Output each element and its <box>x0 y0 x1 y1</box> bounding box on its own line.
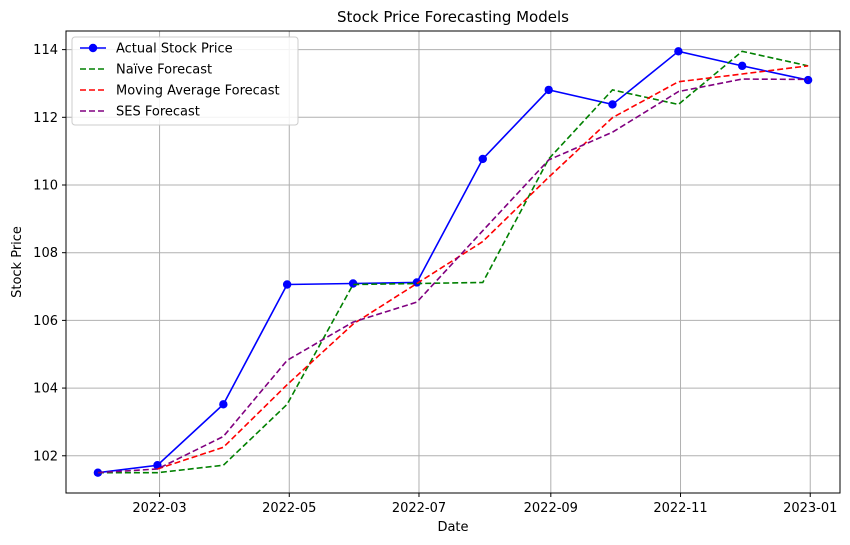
series-line-2 <box>97 50 809 474</box>
y-axis-title: Stock Price <box>10 226 25 298</box>
data-point <box>737 61 747 71</box>
series-line-3 <box>157 65 809 470</box>
data-point <box>282 280 292 289</box>
x-tick-label: 2022-07 <box>392 501 446 516</box>
legend-label-3: Moving Average Forecast <box>116 84 280 99</box>
grid <box>66 31 840 493</box>
x-tick-label: 2022-11 <box>653 501 707 516</box>
y-tick-label: 110 <box>33 179 58 194</box>
plot-frame <box>65 30 841 494</box>
x-tick-label: 2022-09 <box>524 501 578 516</box>
series-line-1 <box>97 50 809 474</box>
legend-marker <box>88 43 98 53</box>
data-point <box>608 100 617 109</box>
y-tick-label: 114 <box>33 43 58 58</box>
data-point <box>478 154 487 164</box>
legend-label-4: SES Forecast <box>116 105 200 120</box>
x-axis: 2022-03 2022-05 2022-07 2022-09 2022-11 2023-… <box>132 493 837 516</box>
y-tick-label: 112 <box>33 111 58 126</box>
data-point <box>153 461 162 470</box>
data-point <box>544 85 553 95</box>
y-axis: 102 104 106 108 110 112 114 <box>33 43 66 464</box>
data-point <box>412 278 422 287</box>
data-point <box>219 400 228 409</box>
series-line-4 <box>97 78 809 474</box>
series-layer <box>93 47 813 477</box>
legend-label-1: Actual Stock Price <box>116 42 233 57</box>
y-tick-label: 102 <box>33 449 58 464</box>
y-tick-label: 108 <box>33 246 58 261</box>
x-tick-label: 2022-03 <box>132 501 186 516</box>
data-point <box>348 279 358 288</box>
chart-title: Stock Price Forecasting Models <box>337 8 569 26</box>
legend: Actual Stock Price Naïve Forecast Moving A… <box>71 36 299 126</box>
y-tick-label: 106 <box>33 314 58 329</box>
x-tick-label: 2023-01 <box>783 501 837 516</box>
legend-label-2: Naïve Forecast <box>116 63 212 78</box>
legend-box <box>71 36 299 126</box>
x-tick-label: 2022-05 <box>262 501 316 516</box>
x-axis-title: Date <box>437 520 468 535</box>
data-point <box>803 75 813 85</box>
y-tick-label: 104 <box>33 382 58 397</box>
data-point <box>674 47 683 56</box>
